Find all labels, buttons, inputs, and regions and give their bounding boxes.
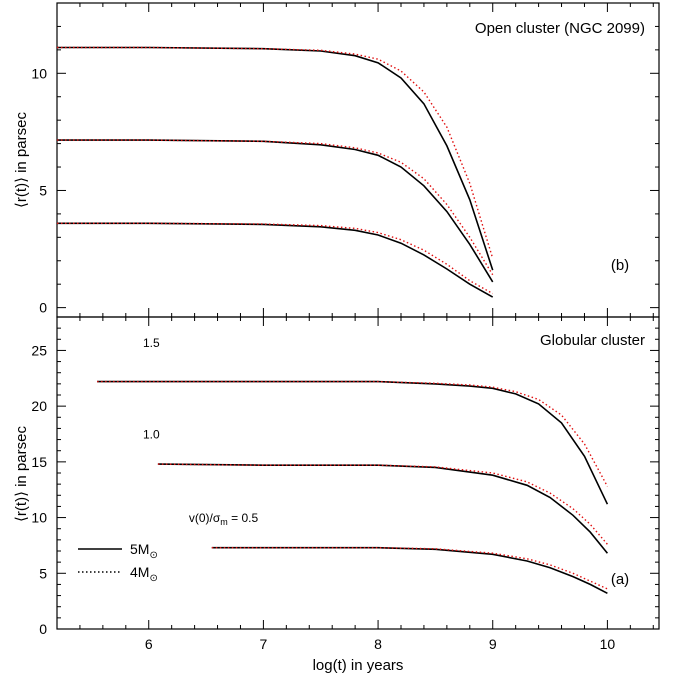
bottom-panel-label: (a) [611,571,629,588]
legend-solid-label: 5M⊙ [130,541,158,561]
y-tick-label: 0 [39,300,47,316]
top-axis-ticks: 0 5 10 [31,2,659,317]
y-tick-label: 5 [39,182,47,198]
bottom-plot-frame [56,316,660,630]
bottom-series-solid-line [157,463,609,554]
legend-dotted-text: 4M [130,564,149,580]
x-tick-label: 6 [145,636,153,652]
y-tick-label: 10 [31,510,47,526]
legend-dotted-label: 4M⊙ [130,564,158,584]
legend: 5M⊙ 4M⊙ [78,541,158,584]
top-y-axis-label: ⟨r(t)⟩ in parsec [13,112,30,208]
annotation-velocity-rest: = 0.5 [228,511,259,525]
top-series-solid-line [57,222,494,298]
top-panel-title: Open cluster (NGC 2099) [475,20,645,37]
top-panel-label: (b) [611,257,629,274]
x-tick-label: 8 [374,636,382,652]
open-cluster-panel: 0 5 10 Open cluster (NGC 2099) (b) ⟨r(t)⟩ … [13,2,660,318]
legend-solid-sub: ⊙ [149,550,157,561]
bottom-series-dotted-line [97,380,609,487]
bottom-series-solid-line [211,546,608,595]
y-tick-label: 20 [31,398,47,414]
y-tick-label: 5 [39,565,47,581]
x-tick-label: 10 [600,636,616,652]
legend-dotted-sub: ⊙ [149,573,157,584]
annotation-1-5: 1.5 [143,336,160,350]
top-plot-frame [56,2,660,318]
legend-solid-text: 5M [130,541,149,557]
annotation-velocity-subscript: m [220,517,228,527]
y-tick-label: 15 [31,454,47,470]
annotation-velocity-text: v(0)/σ [189,511,221,525]
y-tick-label: 10 [31,65,47,81]
bottom-axis-ticks: 0 5 10 15 20 25 6 7 8 9 10 [31,316,659,652]
x-axis-label: log(t) in years [313,657,404,674]
bottom-series-group [97,380,609,595]
top-series-solid-line [57,139,494,283]
annotation-velocity-ratio: v(0)/σm = 0.5 [189,511,259,527]
top-series-dotted-line [57,222,494,295]
top-series-dotted-line [57,139,494,276]
top-series-solid-line [57,46,494,271]
x-tick-label: 7 [260,636,268,652]
bottom-panel-title: Globular cluster [540,332,645,349]
bottom-y-axis-label: ⟨r(t)⟩ in parsec [13,426,30,522]
y-tick-label: 0 [39,621,47,637]
bottom-series-solid-line [97,380,609,505]
bottom-series-dotted-line [157,463,608,545]
bottom-series-dotted-line [211,547,608,590]
x-tick-label: 9 [489,636,497,652]
annotation-1-0: 1.0 [143,427,160,441]
globular-cluster-panel: 0 5 10 15 20 25 6 7 8 9 10 Globular cluster (a) ⟨r… [13,316,660,674]
top-series-dotted-line [57,46,494,259]
top-series-group [57,46,494,298]
y-tick-label: 25 [31,342,47,358]
